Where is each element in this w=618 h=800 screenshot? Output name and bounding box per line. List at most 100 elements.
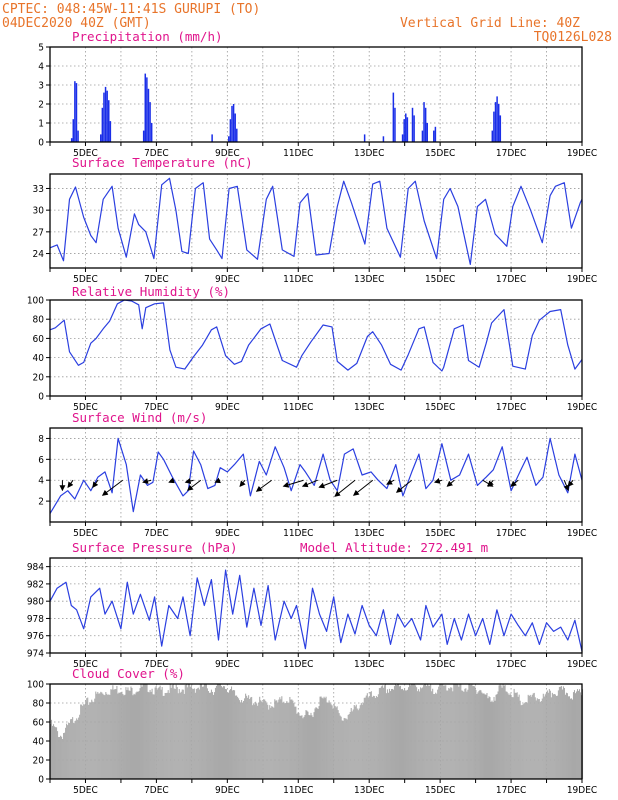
- cloud-column: [118, 692, 120, 779]
- cloud-column: [148, 692, 150, 779]
- cloud-column: [183, 693, 185, 779]
- cloud-column: [573, 690, 576, 779]
- cloud-column: [318, 706, 320, 779]
- cloud-column: [483, 693, 485, 779]
- cloud-column: [391, 688, 393, 779]
- cloud-column: [569, 698, 571, 779]
- cloud-column: [568, 696, 570, 779]
- precip-bar: [392, 92, 395, 142]
- precip-bar: [74, 81, 76, 142]
- cloud-column: [178, 689, 180, 779]
- pressure-frame: [49, 557, 583, 654]
- cloud-column: [95, 691, 97, 779]
- cloud-column: [278, 699, 280, 779]
- cloud-column: [89, 702, 91, 779]
- cloud-column: [222, 686, 225, 779]
- pressure-line: [49, 569, 583, 652]
- cloud-column: [498, 685, 500, 779]
- cloud-column: [546, 690, 548, 779]
- cloud-column: [228, 692, 230, 779]
- cloud-column: [57, 731, 59, 779]
- cloud-column: [68, 722, 70, 779]
- cloud-column: [258, 702, 260, 779]
- cloud-column: [461, 690, 463, 779]
- cloud-column: [469, 684, 471, 779]
- pressure-title: Surface Pressure (hPa): [72, 540, 238, 555]
- cloud-column: [74, 723, 76, 779]
- cloud-column: [266, 703, 268, 779]
- cloud-column: [150, 691, 152, 779]
- precip-bar: [411, 107, 414, 142]
- wind-arrow: [318, 479, 338, 489]
- cloud-column: [512, 697, 514, 779]
- cloud-column: [265, 701, 267, 779]
- cloud-column: [283, 701, 285, 779]
- cloud-column: [220, 686, 223, 779]
- cloud-column: [390, 689, 392, 779]
- rh-xtick-label: 11DEC: [283, 402, 313, 413]
- cloud-column: [501, 687, 503, 779]
- precip-bar: [231, 105, 233, 142]
- cloud-column: [250, 697, 252, 779]
- wind-arrow: [101, 479, 124, 496]
- rh-ytick-label: 20: [33, 372, 45, 383]
- precip-title: Precipitation (mm/h): [72, 29, 223, 44]
- cloud-column: [114, 689, 116, 779]
- cloud-ytick-label: 40: [33, 737, 45, 748]
- cloud-column: [497, 691, 499, 779]
- cloud-column: [372, 695, 374, 779]
- cloud-column: [309, 715, 311, 779]
- precip-bar: [499, 115, 502, 142]
- cloud-column: [412, 684, 414, 779]
- cloud-column: [81, 704, 83, 779]
- precip-frame: [49, 46, 583, 143]
- cloud-column: [416, 687, 418, 779]
- wind-arrow: [282, 479, 304, 488]
- cloud-column: [557, 690, 559, 779]
- cloud-column: [55, 727, 57, 779]
- cloud-column: [334, 705, 336, 779]
- cloud-column: [324, 698, 326, 779]
- cloud-column: [208, 692, 210, 779]
- cloud-column: [246, 695, 248, 779]
- cloud-column: [522, 704, 524, 779]
- cloud-column: [340, 716, 342, 779]
- precip-bar: [101, 107, 104, 142]
- cloud-column: [106, 693, 108, 779]
- cloud-column: [166, 692, 168, 779]
- wind-arrow: [433, 477, 443, 484]
- pressure-ytick-label: 976: [27, 631, 44, 642]
- cloud-column: [172, 684, 174, 779]
- precip-bar: [424, 107, 427, 142]
- cloud-column: [353, 705, 355, 779]
- cloud-column: [342, 720, 344, 779]
- cloud-column: [325, 696, 327, 779]
- cloud-column: [418, 689, 420, 779]
- precip-bar: [77, 130, 79, 142]
- cloud-column: [495, 694, 497, 779]
- precip-bar: [108, 100, 110, 142]
- wind-arrow: [510, 479, 519, 487]
- cloud-column: [261, 701, 263, 779]
- cloud-column: [362, 702, 364, 779]
- wind-title: Surface Wind (m/s): [72, 410, 207, 425]
- cloud-column: [302, 718, 304, 779]
- cloud-column: [199, 684, 201, 779]
- wind-arrow: [386, 479, 395, 485]
- cloud-column: [466, 691, 468, 779]
- cloud-column: [133, 693, 135, 779]
- rh-xtick-label: 5DEC: [73, 402, 98, 413]
- cloud-column: [303, 716, 305, 779]
- cloud-column: [63, 733, 65, 779]
- temp-xtick-label: 15DEC: [425, 274, 455, 285]
- cloud-column: [224, 688, 227, 779]
- cloud-column: [402, 690, 405, 779]
- cloud-column: [374, 697, 376, 779]
- cloud-column: [185, 684, 187, 779]
- cloud-column: [94, 698, 96, 779]
- cloud-column: [441, 684, 443, 779]
- cloud-column: [326, 702, 328, 779]
- rh-title: Relative Humidity (%): [72, 284, 230, 299]
- cloud-column: [328, 700, 330, 779]
- panel-temperature: Surface Temperature (nC) 24 27 30 33 5DEC 7DE…: [33, 155, 598, 285]
